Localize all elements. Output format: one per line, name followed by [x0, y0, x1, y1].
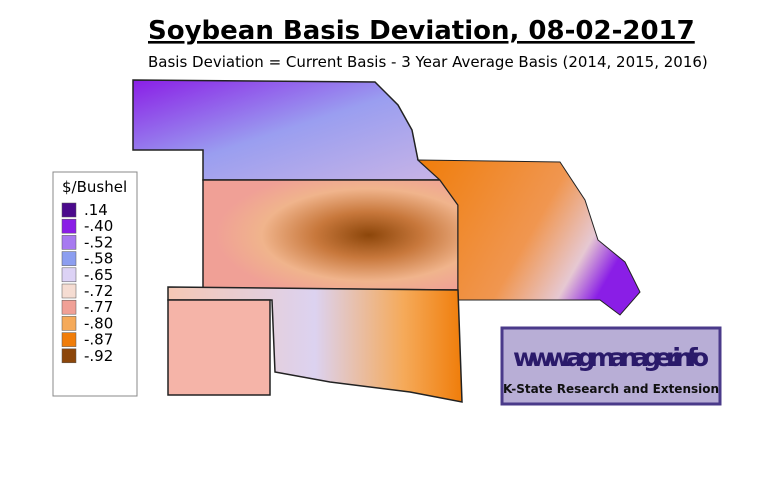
legend-label: -.65 — [84, 266, 113, 284]
legend-swatch — [61, 251, 77, 266]
logo-org: K-State Research and Extension — [503, 382, 719, 396]
region-missouri — [416, 159, 641, 316]
legend-label: -.80 — [84, 314, 113, 332]
logo-box — [500, 326, 722, 406]
region-nebraska-dakota — [132, 79, 442, 181]
legend-title: $/Bushel — [62, 178, 127, 196]
legend-swatch — [61, 218, 77, 234]
subtitle: Basis Deviation = Current Basis - 3 Year… — [148, 53, 708, 71]
title: Soybean Basis Deviation, 08-02-2017 — [148, 16, 695, 46]
legend-label: -.58 — [84, 250, 113, 268]
legend-label: .14 — [84, 201, 108, 219]
region-texas — [167, 299, 271, 396]
legend-label: -.72 — [84, 282, 113, 300]
legend-swatch — [61, 299, 77, 315]
legend-swatch — [61, 235, 77, 250]
legend-label: -.87 — [84, 331, 113, 349]
legend-label: -.52 — [84, 233, 113, 251]
legend-swatch — [61, 283, 77, 299]
legend-items: .14-.40-.52-.58-.65-.72-.77-.80-.87-.92 — [61, 201, 113, 365]
legend-swatch — [61, 316, 77, 331]
legend-swatch — [61, 348, 77, 364]
legend-swatch — [61, 202, 77, 218]
legend-label: -.77 — [84, 298, 113, 316]
region-kansas — [202, 179, 459, 291]
legend-swatch — [61, 267, 77, 283]
logo-url: www.agmanager.info — [513, 343, 709, 372]
legend-label: -.40 — [84, 217, 113, 235]
legend-swatch — [61, 332, 77, 347]
legend-label: -.92 — [84, 347, 113, 365]
